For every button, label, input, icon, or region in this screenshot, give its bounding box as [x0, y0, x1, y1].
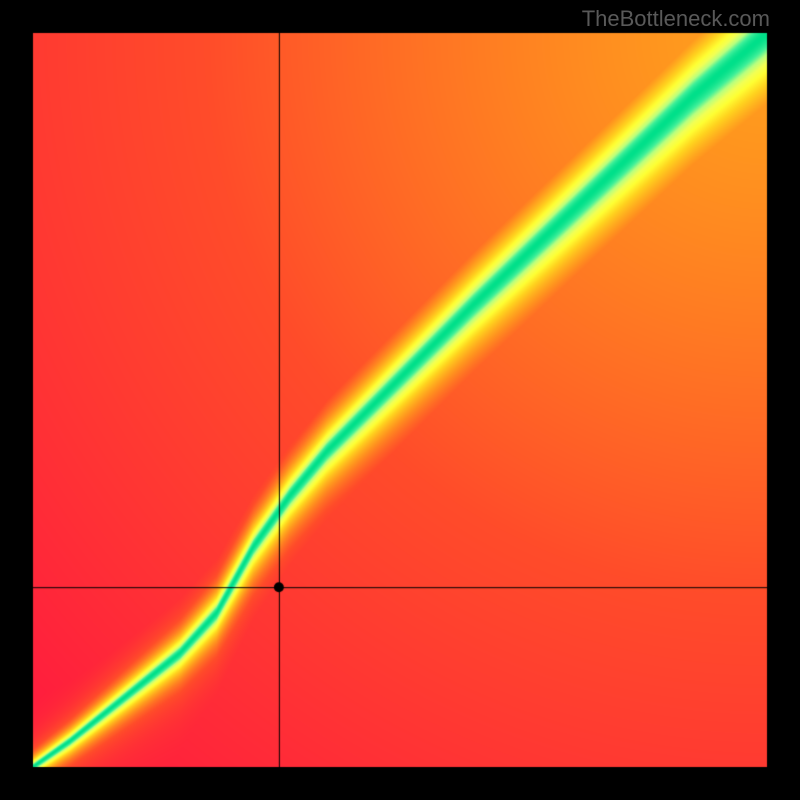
watermark-text: TheBottleneck.com	[582, 6, 770, 32]
bottleneck-heatmap	[0, 0, 800, 800]
